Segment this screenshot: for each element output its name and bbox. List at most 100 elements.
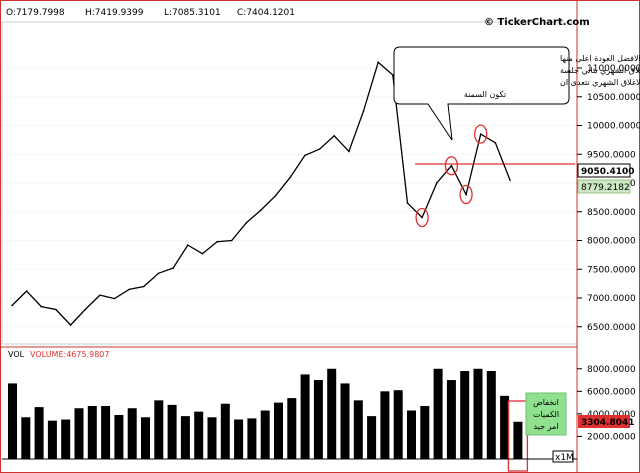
price-point — [230, 239, 233, 242]
price-point — [289, 176, 292, 179]
price-point — [157, 272, 160, 275]
price-tick-label: 9500.0000 — [587, 150, 636, 160]
volume-last-label: 3304.8041 — [581, 418, 635, 428]
price-point — [494, 141, 497, 144]
ohlc-high: H:7419.9399 — [85, 8, 144, 18]
ohlc-close: C:7404.1201 — [237, 8, 295, 18]
price-tick-label: 7500.0000 — [587, 265, 636, 275]
ohlc-open: O:7179.7998 — [6, 8, 65, 18]
volume-bar — [353, 400, 363, 459]
highlight-circle — [474, 124, 488, 144]
price-tick-label: 11000.0000 — [587, 64, 640, 74]
price-point — [55, 308, 57, 311]
volume-bar — [446, 380, 456, 459]
volume-tick-label: 2000.0000 — [587, 432, 636, 442]
price-tick-label: 8000.0000 — [587, 237, 636, 247]
price-point — [69, 324, 72, 326]
volume-bar — [21, 417, 31, 459]
volume-scale-label: x1M — [555, 453, 574, 463]
price-point — [99, 294, 101, 296]
volume-bar — [513, 421, 523, 459]
volume-last-tag: 3304.8041 — [578, 415, 635, 428]
callout-line-3: واحده عن الاغلاق الشهري تتعدى ان — [560, 78, 640, 87]
price-point — [509, 179, 511, 181]
volume-tick-label: 4000.0000 — [587, 410, 636, 420]
price-point — [318, 148, 321, 150]
volume-bar — [433, 368, 443, 459]
price-point — [172, 267, 174, 269]
price-point — [392, 74, 394, 76]
price-point — [450, 164, 453, 167]
price-point — [348, 150, 350, 153]
price-tick-label: 10000.0000 — [587, 122, 640, 132]
last-price-tag: 9050.4100 — [577, 163, 635, 178]
volume-bar — [420, 405, 430, 459]
volume-bar — [167, 404, 177, 459]
volume-bar — [141, 417, 150, 459]
volume-last-box — [578, 415, 630, 428]
volume-bars — [8, 368, 523, 459]
volume-bar — [473, 368, 483, 459]
volume-bar — [114, 415, 124, 459]
callout-line-2: قبل الاغلاق الشهري بثاني جلسة — [560, 66, 640, 75]
volume-note-line-1: انخفاض — [533, 398, 559, 407]
price-point — [186, 244, 189, 246]
volume-tick-label: 6000.0000 — [587, 387, 636, 397]
volume-bar — [101, 405, 111, 459]
price-tick-label: 7000.0000 — [587, 294, 636, 304]
volume-note-box — [525, 392, 567, 436]
price-tick-label: 10500.0000 — [587, 93, 640, 103]
price-point — [304, 154, 306, 157]
volume-highlight-box — [507, 400, 529, 472]
volume-bar — [260, 410, 270, 459]
volume-bar — [300, 374, 310, 459]
volume-bar — [460, 371, 470, 459]
price-point — [333, 135, 336, 137]
price-point — [113, 297, 116, 300]
volume-bar — [34, 407, 44, 459]
price-point — [465, 193, 467, 196]
volume-bar — [47, 420, 57, 459]
volume-bar — [87, 405, 97, 459]
volume-panel: VOL VOLUME:4675.9807 2000.0000 4000.0000 6… — [0, 346, 636, 472]
price-point — [201, 252, 204, 255]
volume-bar — [367, 416, 377, 459]
volume-bar — [500, 395, 510, 459]
volume-bar — [380, 391, 390, 459]
volume-bar — [287, 398, 297, 459]
price-point — [435, 182, 438, 184]
volume-bar — [247, 418, 257, 459]
volume-bar — [180, 416, 190, 459]
volume-bar — [340, 383, 350, 459]
volume-bar — [274, 402, 283, 459]
callout-shape — [393, 46, 570, 141]
price-point — [11, 304, 13, 307]
reference-price-tag: 8779.2182 — [577, 179, 631, 194]
callout-bubble: قمة التداول الافضل العودة اعلى منها قبل … — [393, 46, 640, 141]
callout-line-1: قمة التداول الافضل العودة اعلى منها — [560, 54, 640, 63]
price-point — [260, 209, 262, 211]
price-point — [25, 290, 28, 292]
volume-note-line-3: امر جيد — [533, 422, 558, 431]
price-point — [421, 216, 423, 219]
price-point — [245, 221, 248, 224]
volume-note: انخفاض الكميات امر جيد — [525, 392, 567, 436]
volume-bar — [313, 380, 323, 459]
volume-bar — [486, 371, 496, 459]
highlight-circle — [459, 184, 473, 205]
price-point — [84, 308, 87, 311]
volume-bar — [220, 403, 230, 459]
volume-bar — [327, 368, 337, 459]
ohlc-low: L:7085.3101 — [164, 8, 221, 18]
price-point — [143, 285, 145, 288]
price-tick-label: 6500.0000 — [587, 323, 636, 333]
price-points — [11, 61, 511, 326]
price-point — [479, 133, 482, 135]
price-point — [274, 194, 277, 197]
volume-bar — [407, 410, 416, 459]
price-tick-label: 8500.0000 — [587, 208, 636, 218]
volume-title-value: VOLUME:4675.9807 — [30, 350, 109, 359]
volume-note-line-2: الكميات — [533, 410, 559, 419]
volume-bar — [74, 408, 84, 459]
highlight-circle — [444, 156, 459, 176]
